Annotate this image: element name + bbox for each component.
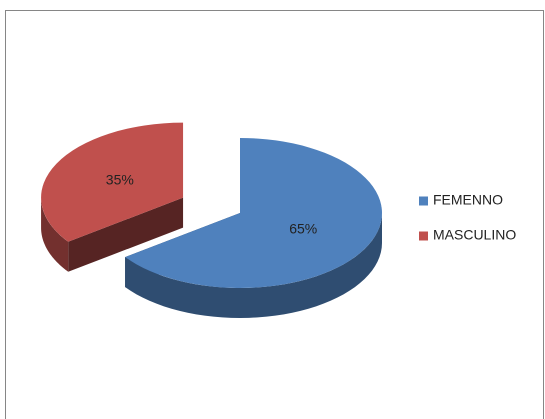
legend-swatch	[419, 231, 428, 241]
slice	[125, 138, 383, 288]
data-label: 65%	[289, 221, 317, 237]
slice-side	[125, 213, 383, 318]
slice	[41, 122, 184, 242]
legend-label: FEMENNO	[433, 192, 503, 208]
legend-swatch	[419, 196, 428, 206]
slice-wall	[68, 197, 184, 272]
slice-side	[41, 197, 69, 272]
data-label: 35%	[106, 171, 134, 187]
legend-label: MASCULINO	[433, 227, 516, 243]
